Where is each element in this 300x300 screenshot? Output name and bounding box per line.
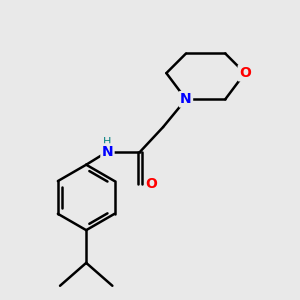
Text: O: O bbox=[146, 177, 158, 191]
Text: O: O bbox=[239, 66, 251, 80]
Text: N: N bbox=[102, 145, 113, 159]
Text: N: N bbox=[180, 92, 192, 106]
Text: H: H bbox=[103, 137, 112, 147]
